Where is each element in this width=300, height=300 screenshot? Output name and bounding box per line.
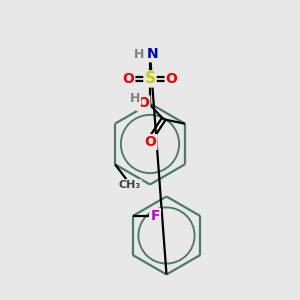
Text: O: O — [145, 135, 157, 149]
Text: O: O — [166, 72, 178, 86]
Text: H: H — [130, 92, 140, 105]
Text: H: H — [134, 48, 144, 61]
Text: N: N — [147, 47, 158, 61]
Text: O: O — [122, 72, 134, 86]
Text: CH₃: CH₃ — [119, 180, 141, 190]
Text: O: O — [137, 96, 149, 110]
Text: S: S — [145, 71, 155, 86]
Text: F: F — [151, 209, 160, 223]
